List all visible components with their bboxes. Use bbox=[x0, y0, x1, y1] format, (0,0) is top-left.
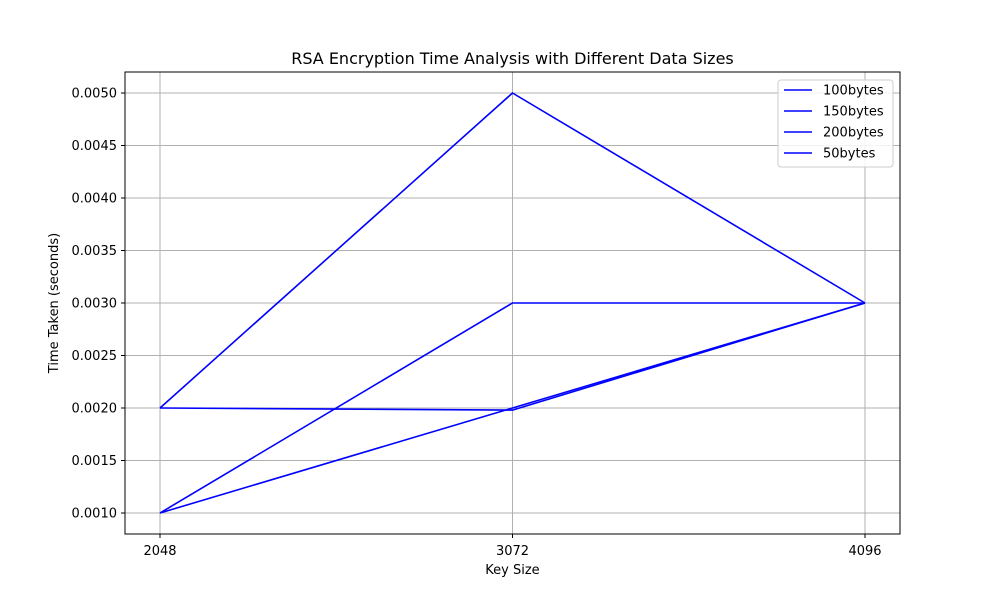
y-tick-label: 0.0010 bbox=[72, 507, 118, 522]
x-tick-label: 2048 bbox=[143, 544, 176, 559]
series-line-100bytes bbox=[159, 92, 866, 409]
y-tick-label: 0.0035 bbox=[72, 244, 118, 259]
y-tick-label: 0.0015 bbox=[72, 454, 118, 469]
x-tick-label: 4096 bbox=[848, 544, 881, 559]
x-axis-ticks: 2048 3072 4096 bbox=[143, 534, 882, 559]
y-tick-label: 0.0020 bbox=[72, 402, 118, 417]
y-axis-ticks: 0.0010 0.0015 0.0020 0.0025 0.0030 0.0035 0.00… bbox=[72, 87, 125, 522]
y-tick-label: 0.0025 bbox=[72, 349, 118, 364]
y-tick-label: 0.0045 bbox=[72, 139, 118, 154]
x-axis-label: Key Size bbox=[485, 563, 539, 578]
legend-label: 50bytes bbox=[823, 147, 876, 162]
legend: 100bytes 150bytes 200bytes 50bytes bbox=[777, 79, 894, 168]
y-tick-label: 0.0050 bbox=[72, 87, 118, 102]
legend-label: 150bytes bbox=[823, 105, 884, 120]
x-tick-label: 3072 bbox=[496, 544, 529, 559]
chart-title: RSA Encryption Time Analysis with Differ… bbox=[291, 49, 734, 68]
y-tick-label: 0.0040 bbox=[72, 192, 118, 207]
series-lines bbox=[159, 92, 866, 514]
y-tick-label: 0.0030 bbox=[72, 297, 118, 312]
legend-label: 200bytes bbox=[823, 126, 884, 141]
legend-label: 100bytes bbox=[823, 84, 884, 99]
legend-box bbox=[777, 79, 894, 168]
series-line-50bytes bbox=[159, 302, 866, 514]
y-axis-label: Time Taken (seconds) bbox=[47, 233, 62, 374]
series-line-150bytes bbox=[159, 302, 865, 514]
